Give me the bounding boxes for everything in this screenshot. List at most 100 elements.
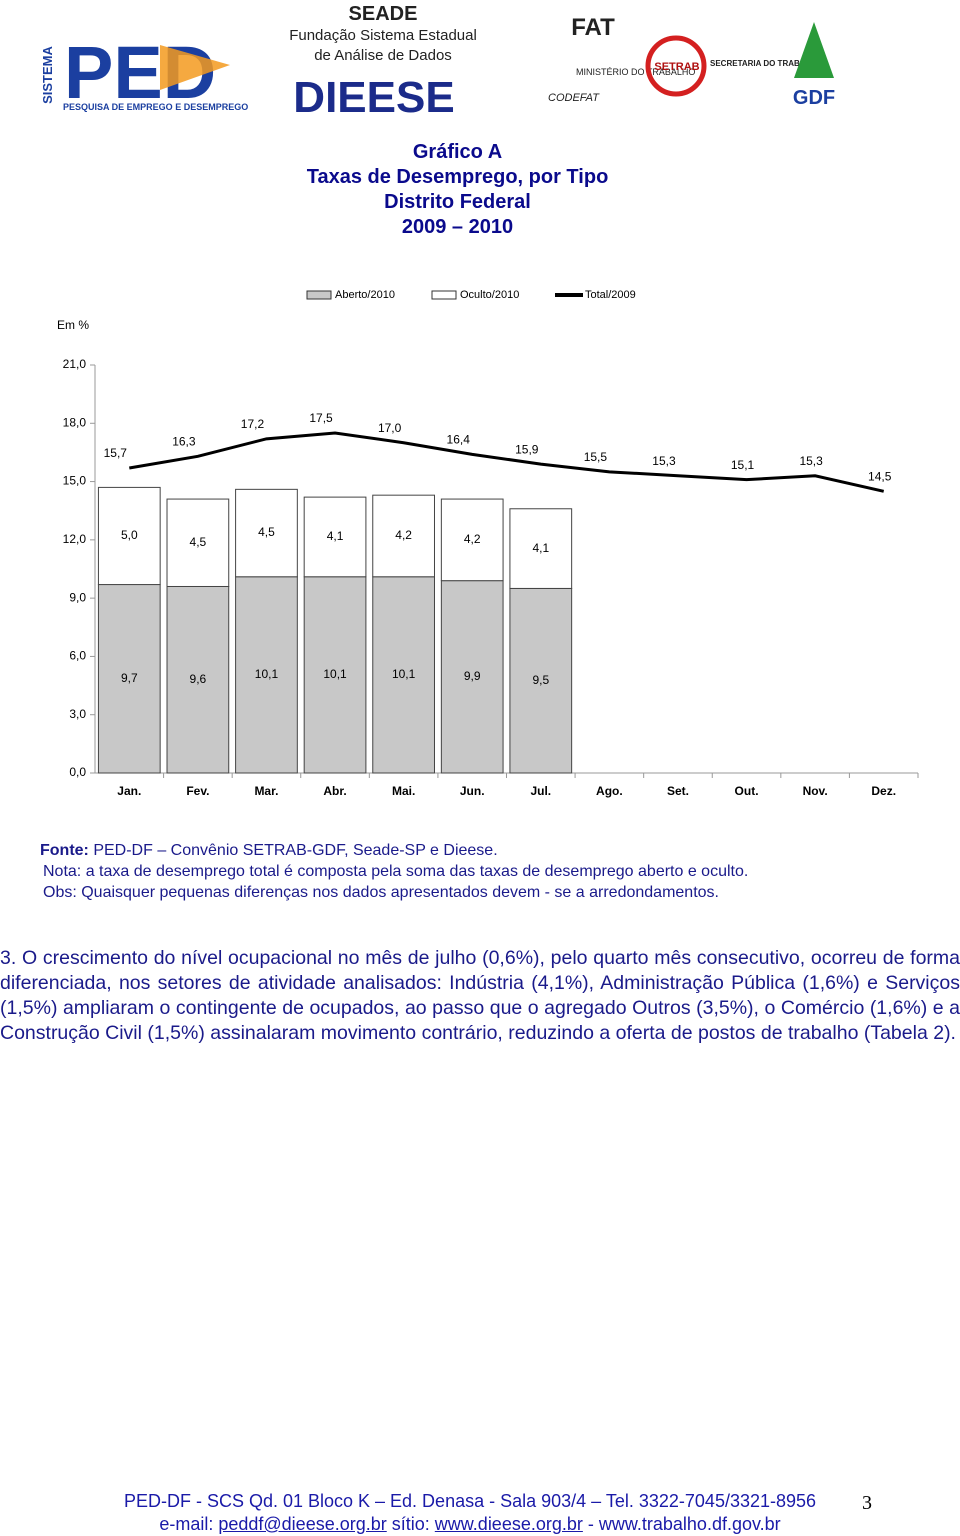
logo-text: Fundação Sistema Estadual [289,27,477,44]
y-tick-label: 21,0 [63,357,87,371]
x-tick-label: Out. [735,784,759,798]
note: Nota: a taxa de desemprego total é compo… [43,863,749,880]
source-label: Fonte: [40,842,89,859]
logo-text: SEADE [349,3,418,25]
unit-label: Em % [57,318,89,332]
bar-segment [235,576,298,774]
data-label: 9,7 [121,671,138,685]
chart-title: Distrito Federal [384,191,531,213]
logo-text: CODEFAT [548,92,600,104]
bar-segment [509,508,573,589]
y-tick-label: 18,0 [63,415,87,429]
email-link[interactable]: peddf@dieese.org.br [218,1514,387,1534]
bar-segment [97,486,161,586]
site2: - www.trabalho.df.gov.br [587,1514,781,1534]
x-tick-label: Abr. [323,784,346,798]
data-label: 15,9 [515,442,539,456]
site-link[interactable]: www.dieese.org.br [434,1514,583,1534]
logo-text: SETRAB [654,61,699,73]
data-label: 15,1 [731,458,755,472]
source: Fonte: PED-DF – Convênio SETRAB-GDF, Sea… [40,840,748,861]
legend-label: Oculto/2010 [460,289,519,301]
bar-segment [303,496,367,578]
data-label: 17,2 [241,417,265,431]
data-label: 15,3 [652,454,676,468]
x-tick-label: Dez. [871,784,896,798]
data-label: 17,5 [309,411,333,425]
data-label: 4,1 [532,541,549,555]
logo-shape [794,22,834,78]
x-tick-label: Mai. [392,784,415,798]
legend-swatch [431,290,457,300]
data-label: 9,9 [464,669,481,683]
logo-strip: SISTEMA PED PESQUISA DE EMPREGO E DESEMP… [40,3,835,122]
bar-segment [97,584,161,774]
obs: Obs: Quaisquer pequenas diferenças nos d… [43,884,719,901]
bar-segment [372,494,435,578]
logo-shape [160,45,230,90]
footer: PED-DF - SCS Qd. 01 Bloco K – Ed. Denasa… [0,1490,940,1536]
data-label: 9,5 [532,673,549,687]
data-label: 16,4 [447,433,471,447]
data-label: 10,1 [323,667,347,681]
chart-title: Gráfico A [412,141,503,163]
line [129,431,885,493]
x-tick-label: Jun. [460,784,485,798]
logo-text: GDF [793,87,835,109]
chart: Em % Aberto/2010 Oculto/2010 Total/2009 0,0… [57,289,919,798]
logo-shape [645,35,707,97]
page-number: 3 [862,1492,872,1514]
bar-segment [440,498,504,582]
chart-title: Taxas de Desemprego, por Tipo [306,166,609,188]
x-tick-label: Fev. [186,784,209,798]
data-label: 10,1 [255,667,279,681]
y-tick-label: 12,0 [63,532,87,546]
site-label: sítio: [391,1514,430,1534]
data-label: 15,5 [584,450,608,464]
logo-text: SISTEMA [40,46,55,104]
data-label: 16,3 [172,434,196,448]
chart-titles: Gráfico A Taxas de Desemprego, por Tipo … [0,140,915,240]
bar-segment [372,576,435,774]
notes: Fonte: PED-DF – Convênio SETRAB-GDF, Sea… [40,840,748,903]
x-tick-label: Ago. [596,784,623,798]
paragraph: 3. O crescimento do nível ocupacional no… [0,947,960,1044]
x-tick-label: Jan. [117,784,141,798]
footer-address: PED-DF - SCS Qd. 01 Bloco K – Ed. Denasa… [123,1491,817,1511]
logo-text: PESQUISA DE EMPREGO E DESEMPREGO [63,102,248,112]
y-tick-label: 3,0 [69,707,86,721]
data-label: 4,1 [327,529,344,543]
y-tick-label: 15,0 [63,474,87,488]
data-label: 14,5 [868,469,892,483]
logo-text: de Análise de Dados [314,47,452,64]
data-label: 4,5 [258,525,275,539]
x-tick-label: Mar. [254,784,278,798]
footer-contact: e-mail: peddf@dieese.org.br sítio: www.d… [0,1513,940,1536]
legend-label: Aberto/2010 [335,289,395,301]
data-label: 4,2 [395,528,412,542]
bar-segment [303,576,367,774]
data-label: 15,7 [104,446,128,460]
legend-label: Total/2009 [585,289,636,301]
x-tick-label: Nov. [803,784,828,798]
logo-text: MINISTÉRIO DO TRABALHO [576,67,695,77]
data-label: 5,0 [121,528,138,542]
data-label: 9,6 [190,672,207,686]
chart-title: 2009 – 2010 [401,216,514,238]
source-text: PED-DF – Convênio SETRAB-GDF, Seade-SP e… [93,842,498,859]
x-tick-label: Set. [667,784,689,798]
email-label: e-mail: [159,1514,214,1534]
y-tick-label: 9,0 [69,590,86,604]
data-label: 17,0 [378,421,402,435]
data-label: 4,5 [190,535,207,549]
logo-text: DIEESE [293,73,454,122]
x-tick-label: Jul. [530,784,551,798]
data-label: 10,1 [392,667,416,681]
bar-segment [440,580,504,774]
logo-text: FAT [571,14,615,41]
logo-text: SECRETARIA DO TRABALHO [710,59,822,68]
bar-segment [509,587,573,774]
data-label: 4,2 [464,532,481,546]
